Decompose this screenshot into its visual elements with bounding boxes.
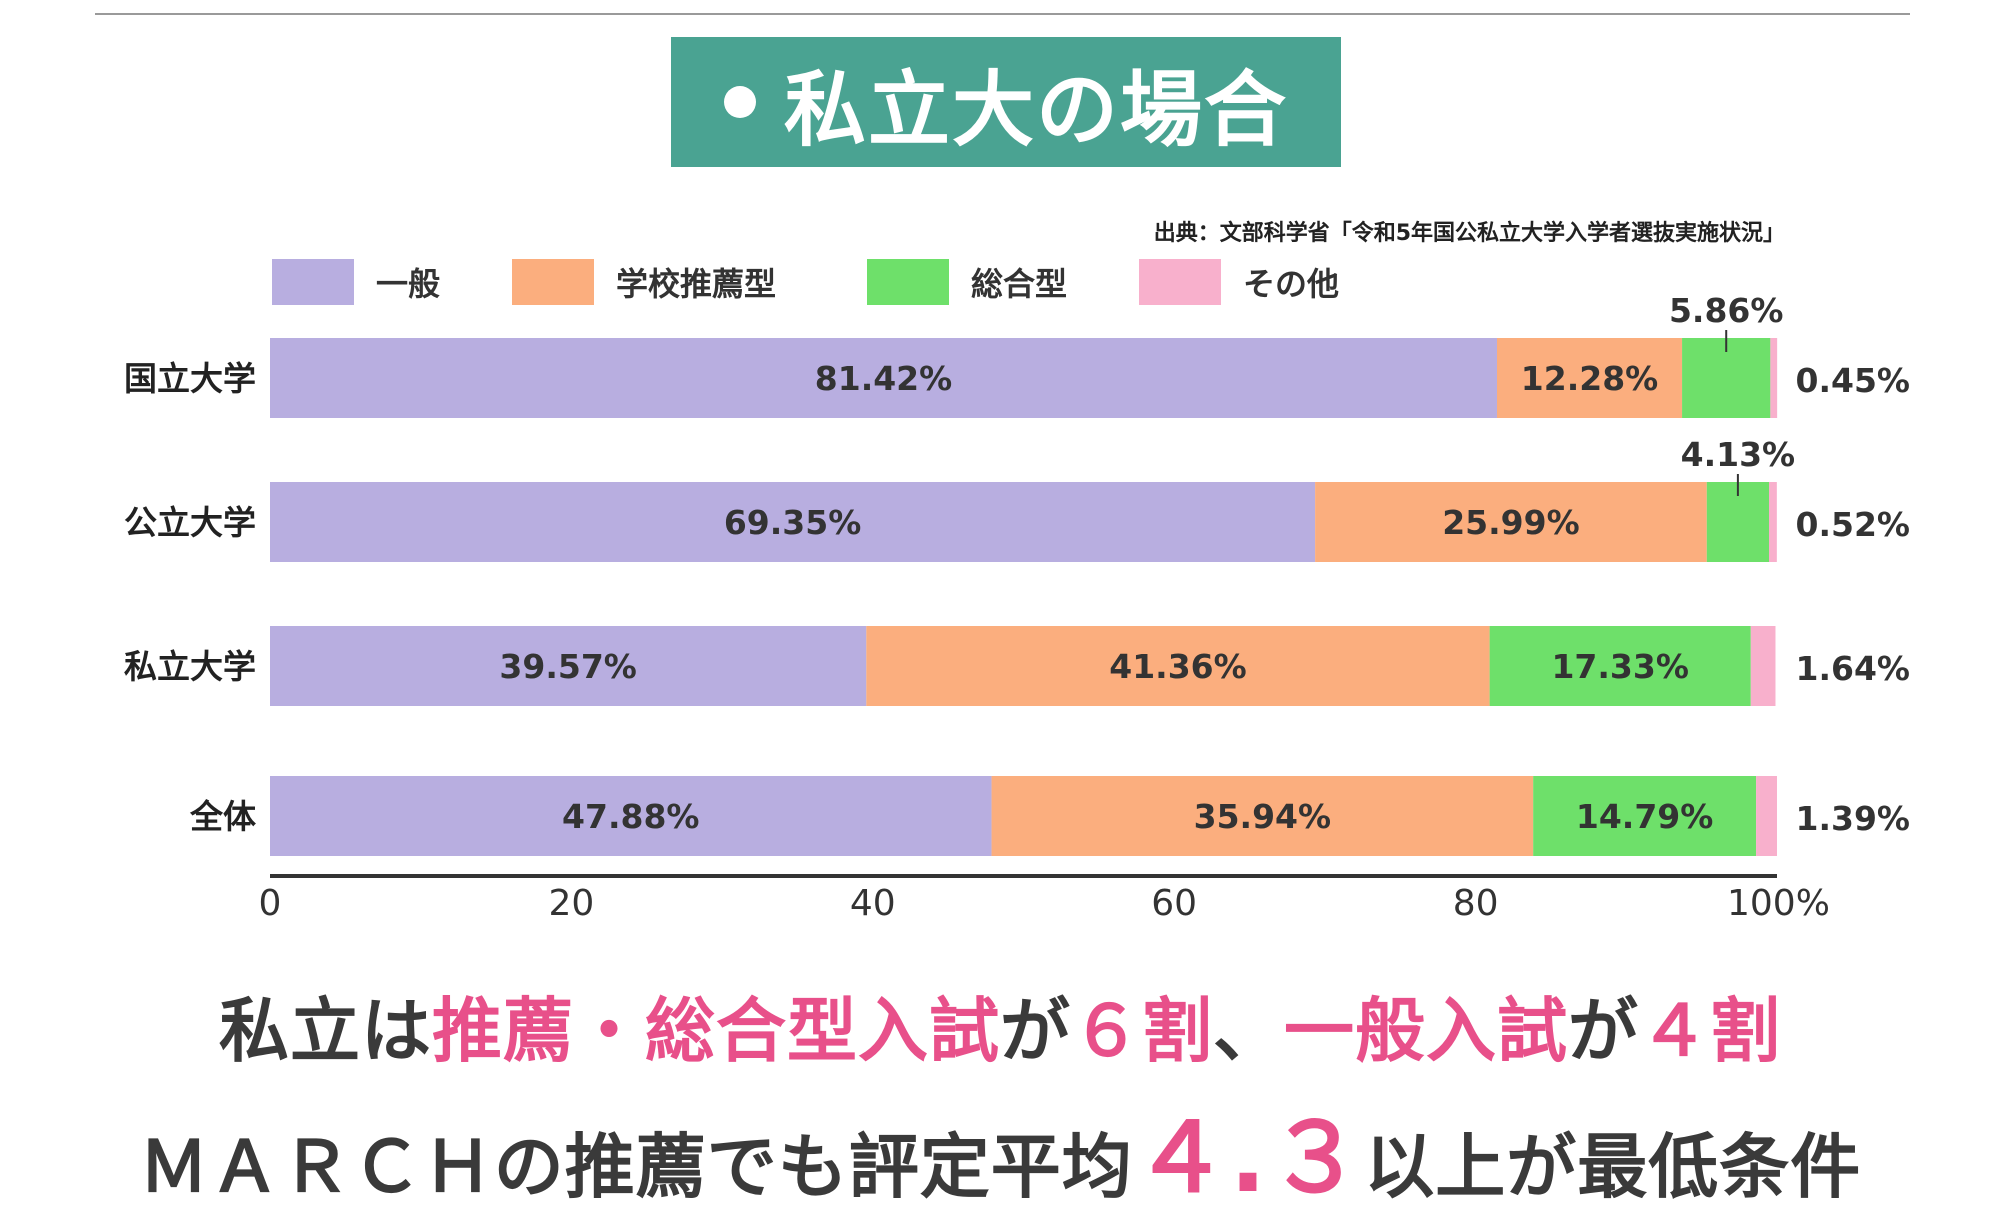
page-title: 私立大の場合	[783, 62, 1288, 158]
legend-swatch-comprehensive	[867, 259, 949, 305]
bar-segment-comprehensive	[1489, 626, 1751, 706]
bullet-dot-icon	[723, 86, 756, 118]
headline-text: が	[1000, 990, 1071, 1072]
data-label: 35.94%	[1194, 797, 1331, 836]
x-tick-label: 40	[850, 883, 896, 924]
data-label: 47.88%	[562, 797, 699, 836]
headline-text: ＭＡＲＣＨの推薦でも評定平均	[138, 1126, 1133, 1208]
legend-label-comprehensive: 総合型	[971, 265, 1068, 303]
x-tick-label: 60	[1151, 883, 1197, 924]
data-label: 81.42%	[815, 359, 952, 398]
bar-segment-general	[270, 776, 992, 856]
bar-segment-school-recommendation	[866, 626, 1490, 706]
data-label: 17.33%	[1551, 647, 1688, 686]
title-banner: 私立大の場合	[671, 37, 1341, 167]
data-label: 14.79%	[1576, 797, 1713, 836]
x-tick-label: 100%	[1727, 883, 1830, 924]
x-tick-label: 20	[548, 883, 594, 924]
legend-swatch-general	[272, 259, 354, 305]
bar-segment-general	[270, 626, 867, 706]
data-label: 12.28%	[1521, 359, 1658, 398]
legend-swatch-other	[1139, 259, 1221, 305]
legend-item-comprehensive: 総合型	[867, 258, 1067, 306]
bar-segment-general	[270, 482, 1316, 562]
headline-line-2: ＭＡＲＣＨの推薦でも評定平均４.３以上が最低条件	[0, 1080, 2000, 1219]
legend-item-other: その他	[1139, 258, 1339, 306]
bar-segment-school-recommendation	[1315, 482, 1707, 562]
bar-segment-comprehensive	[1533, 776, 1757, 856]
category-label: 全体	[189, 797, 256, 836]
headline-text: 、	[1213, 990, 1284, 1072]
legend-item-general: 一般	[272, 258, 440, 306]
legend-swatch-school-recommendation	[512, 259, 594, 305]
highlight-text: ４割	[1639, 990, 1781, 1072]
x-tick-label: 80	[1453, 883, 1499, 924]
stacked-bar-chart: 国立大学 81.42% 12.28% 5.86% 0.45% 公立大学 69.35% 25.9…	[124, 291, 1911, 924]
headline-text: 私立は	[219, 990, 432, 1072]
highlight-text: ６割	[1071, 990, 1213, 1072]
data-label: 0.52%	[1796, 505, 1911, 544]
bar-segment-school-recommendation	[991, 776, 1534, 856]
headline-line-1: 私立は推薦・総合型入試が６割、一般入試が４割	[0, 975, 2000, 1076]
data-label: 69.35%	[724, 503, 861, 542]
data-label: 0.45%	[1796, 361, 1911, 400]
source-note: 出典：文部科学省「令和5年国公私立大学入学者選抜実施状況」	[1153, 221, 1785, 246]
legend-item-school-recommendation: 学校推薦型	[512, 258, 776, 306]
data-label: 1.39%	[1796, 799, 1911, 838]
data-label: 1.64%	[1796, 649, 1911, 688]
bar-segment-other	[1769, 482, 1777, 562]
legend-label-general: 一般	[376, 265, 441, 303]
bar-segment-general	[270, 338, 1497, 418]
headline-text: が	[1568, 990, 1639, 1072]
data-label: 4.13%	[1681, 435, 1796, 474]
category-label: 国立大学	[124, 359, 256, 398]
category-label: 公立大学	[124, 503, 256, 542]
bar-segment-other	[1750, 626, 1776, 706]
data-label: 25.99%	[1442, 503, 1579, 542]
top-divider	[95, 13, 1910, 15]
category-label: 私立大学	[124, 647, 256, 686]
highlight-text: 一般入試	[1284, 990, 1568, 1072]
legend-label-other: その他	[1243, 265, 1340, 303]
highlight-text: 推薦・総合型入試	[432, 990, 1000, 1072]
bar-segment-other	[1756, 776, 1777, 856]
x-tick-label: 0	[259, 883, 282, 924]
highlight-text: ４.３	[1132, 1102, 1365, 1214]
data-label: 39.57%	[499, 647, 636, 686]
headline-text: 以上が最低条件	[1364, 1126, 1862, 1208]
data-label: 5.86%	[1669, 291, 1784, 330]
bar-segment-school-recommendation	[1496, 338, 1683, 418]
bar-segment-other	[1770, 338, 1778, 418]
legend-label-school-recommendation: 学校推薦型	[616, 265, 777, 303]
data-label: 41.36%	[1109, 647, 1246, 686]
